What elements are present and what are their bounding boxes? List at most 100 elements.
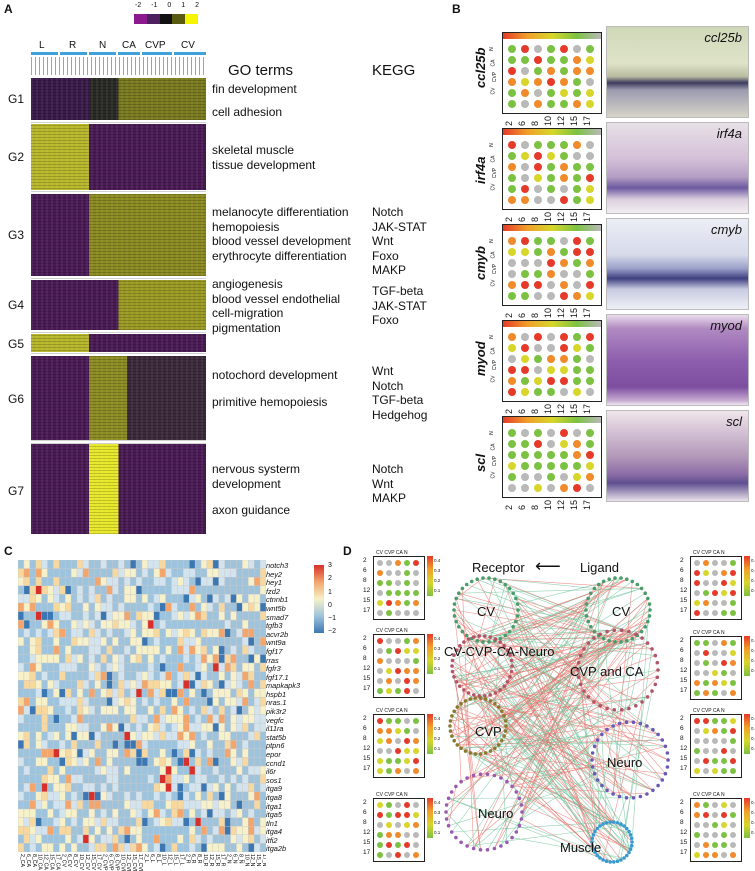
- heatmap-col-label: 6_CVP: [108, 854, 114, 871]
- mini-dot: [386, 658, 392, 664]
- dotplot-dot: [547, 100, 555, 108]
- mini-dot: [386, 580, 392, 586]
- network-node: [617, 721, 622, 726]
- kegg-g4: TGF-beta JAK-STAT Foxo: [372, 284, 427, 327]
- heatmap-cell: [70, 808, 78, 818]
- heatmap-row-label: rras: [266, 655, 279, 665]
- dotplot-dot: [521, 270, 529, 278]
- network-node: [498, 579, 503, 584]
- heatmap-cell: [76, 791, 84, 801]
- heatmap-cell: [141, 765, 149, 775]
- network-edge: [494, 640, 595, 774]
- heatmap-col-label: 12_N: [249, 854, 255, 867]
- mini-dot: [703, 570, 709, 576]
- heatmap-cell: [88, 826, 95, 836]
- heatmap-cell: [124, 740, 131, 750]
- mini-dot: [404, 600, 410, 606]
- dotplot-dot: [586, 67, 594, 75]
- heatmap-cell: [129, 697, 137, 707]
- heatmap-cell: [206, 680, 214, 690]
- network-node: [454, 680, 459, 684]
- heatmap-cell: [141, 619, 149, 629]
- mini-dot: [721, 680, 727, 686]
- heatmap-cell: [230, 576, 237, 586]
- network-edge: [521, 818, 604, 861]
- heatmap-cell: [29, 654, 36, 664]
- heatmap-cell: [76, 619, 84, 629]
- image-gene-label: cmyb: [710, 222, 742, 237]
- y-tick: CV: [490, 87, 497, 95]
- heatmap-cell: [112, 594, 119, 604]
- heatmap-cell: [53, 765, 60, 775]
- heatmap-cell: [183, 826, 190, 836]
- heatmap-cell: [212, 722, 219, 732]
- heatmap-cell: [177, 731, 184, 741]
- heatmap-cell: [206, 783, 214, 793]
- mini-dot: [703, 822, 709, 828]
- heatmap-cell: [135, 808, 143, 818]
- network-node: [612, 708, 617, 712]
- heatmap-cell: [236, 602, 243, 612]
- heatmap-cell: [253, 817, 261, 827]
- heatmap-cell: [165, 585, 172, 595]
- heatmap-row-label: fgf17: [266, 646, 283, 656]
- heatmap-cell: [112, 611, 119, 621]
- heatmap-cell: [118, 602, 125, 612]
- heatmap-cell: [65, 697, 72, 707]
- network-edge: [488, 641, 627, 723]
- heatmap-cell: [29, 740, 36, 750]
- heatmap-cell: [59, 560, 66, 569]
- heatmap-cell: [165, 594, 172, 604]
- col-group-cvp: CVP: [145, 40, 166, 51]
- heatmap-cell: [94, 722, 101, 732]
- heatmap-cell: [230, 722, 237, 732]
- heatmap-cell: [147, 834, 154, 844]
- dotplot-dot: [534, 388, 542, 396]
- network-node: [464, 582, 469, 587]
- heatmap-cell: [23, 619, 31, 629]
- heatmap-cell: [112, 722, 119, 732]
- heatmap-cell: [159, 585, 166, 595]
- heatmap-cell: [112, 645, 119, 655]
- dotplot-dot: [560, 196, 568, 204]
- network-node: [503, 582, 508, 587]
- heatmap-cell: [47, 843, 54, 852]
- heatmap-cell: [106, 765, 113, 775]
- heatmap-cell: [100, 843, 107, 852]
- x-tick: 8: [530, 408, 540, 414]
- heatmap-cell: [59, 688, 66, 698]
- dotplot-dot: [508, 484, 516, 492]
- mini-y-tick: 15: [363, 839, 371, 846]
- heatmap-cell: [112, 662, 119, 672]
- network-node: [468, 751, 473, 755]
- mini-dot: [712, 610, 718, 616]
- heatmap-cell: [112, 800, 119, 810]
- network-edge: [505, 642, 589, 732]
- heatmap-cell: [82, 826, 90, 836]
- heatmap-col-label: 10_L: [161, 854, 167, 866]
- network-node: [590, 765, 595, 769]
- heatmap-cell: [70, 611, 78, 621]
- heatmap-cell: [189, 602, 196, 612]
- heatmap-cell: [212, 585, 219, 595]
- heatmap-cell: [82, 697, 90, 707]
- network-node: [478, 848, 483, 852]
- heatmap-cell: [76, 680, 84, 690]
- go-terms-g4: angiogenesis blood vessel endothelial cell…: [212, 277, 341, 335]
- heatmap-cell: [53, 705, 60, 715]
- mini-scale-tick: 0.3: [434, 726, 441, 731]
- network-node: [576, 660, 581, 665]
- heatmap-cell: [189, 834, 196, 844]
- heatmap-cell: [224, 722, 231, 732]
- col-group-n: N: [99, 40, 107, 51]
- heatmap-row-label: sos1: [266, 775, 282, 785]
- heatmap-cell: [242, 834, 249, 844]
- network-node: [625, 577, 629, 581]
- heatmap-cell: [18, 697, 25, 707]
- heatmap-cell: [242, 568, 249, 578]
- heatmap-cell: [200, 585, 208, 595]
- heatmap-cell: [177, 568, 184, 578]
- heatmap-cell: [129, 611, 137, 621]
- heatmap-cell: [94, 783, 101, 793]
- heatmap-cell: [76, 714, 84, 724]
